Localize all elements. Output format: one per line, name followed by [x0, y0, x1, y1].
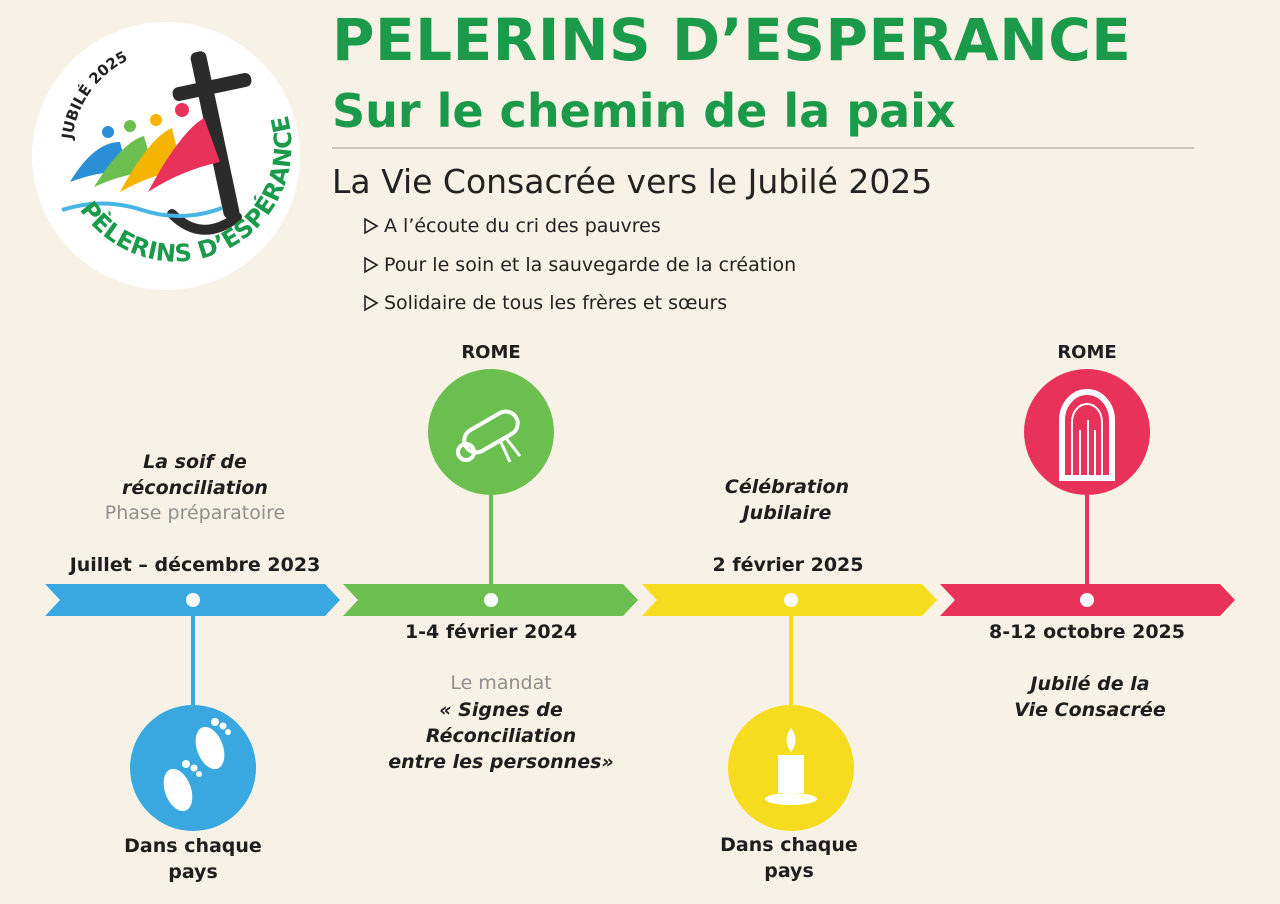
bullet-item: Solidaire de tous les frères et sœurs — [362, 292, 727, 314]
play-triangle-icon — [364, 256, 379, 274]
place-line: pays — [764, 860, 814, 882]
place-line: Dans chaque — [720, 834, 858, 856]
play-triangle-icon — [364, 294, 379, 312]
jubilee-logo: JUBILÉ 2025 PÈLERINS D’ESPÉRANCE — [32, 22, 300, 290]
phase-title: Célébration Jubilaire — [637, 474, 937, 526]
phase-title-line: Jubilaire — [742, 502, 832, 524]
bullet-item: A l’écoute du cri des pauvres — [362, 215, 661, 237]
date-label: 8-12 octobre 2025 — [989, 621, 1185, 643]
location-label: ROME — [461, 342, 521, 363]
cross-anchor-icon — [167, 51, 252, 235]
bullet-text: Solidaire de tous les frères et sœurs — [384, 292, 728, 314]
phase-title-line: Jubilé de la — [1030, 673, 1150, 695]
timeline-marker — [484, 593, 498, 607]
timeline-marker — [186, 593, 200, 607]
date-label: 1-4 février 2024 — [404, 621, 578, 643]
place-line: pays — [168, 861, 218, 883]
pilgrims-icon — [70, 103, 220, 192]
bullet-text: A l’écoute du cri des pauvres — [384, 215, 661, 237]
phase-title-line: réconciliation — [122, 477, 268, 499]
phase-title-line: La soif de — [143, 451, 247, 473]
phase-title: Jubilé de la Vie Consacrée — [940, 671, 1240, 723]
scroll-icon — [428, 369, 554, 495]
mandat-line: « Signes de — [439, 699, 563, 721]
bullet-item: Pour le soin et la sauvegarde de la créa… — [362, 254, 796, 276]
phase-note: Phase préparatoire — [104, 502, 286, 524]
phase-title-line: Célébration — [724, 476, 850, 498]
section-heading: La Vie Consacrée vers le Jubilé 2025 — [332, 162, 933, 201]
mandat-line: Réconciliation — [425, 725, 577, 747]
candle-icon — [728, 705, 854, 831]
header-divider — [332, 147, 1194, 149]
timeline-marker — [1080, 593, 1094, 607]
bullet-text: Pour le soin et la sauvegarde de la créa… — [384, 254, 797, 276]
holy-door-icon — [1024, 369, 1150, 495]
place-line: Dans chaque — [124, 835, 262, 857]
page-title: PELERINS D’ESPERANCE — [332, 6, 1132, 74]
place-label: Dans chaque pays — [93, 833, 293, 885]
play-triangle-icon — [364, 217, 379, 235]
page-subtitle: Sur le chemin de la paix — [332, 84, 956, 138]
phase-title-line: Vie Consacrée — [1014, 699, 1166, 721]
footprints-icon — [130, 705, 256, 831]
date-label: Juillet – décembre 2023 — [69, 554, 321, 576]
date-label: 2 février 2025 — [712, 554, 864, 576]
timeline-marker — [784, 593, 798, 607]
mandat-title: « Signes de Réconciliation entre les per… — [351, 697, 651, 775]
phase-title: La soif de réconciliation — [45, 449, 345, 501]
logo-emblem: JUBILÉ 2025 PÈLERINS D’ESPÉRANCE — [58, 47, 298, 267]
wave-icon — [61, 201, 223, 218]
location-label: ROME — [1057, 342, 1117, 363]
mandat-label: Le mandat — [450, 672, 552, 694]
place-label: Dans chaque pays — [689, 832, 889, 884]
mandat-line: entre les personnes» — [388, 751, 614, 773]
